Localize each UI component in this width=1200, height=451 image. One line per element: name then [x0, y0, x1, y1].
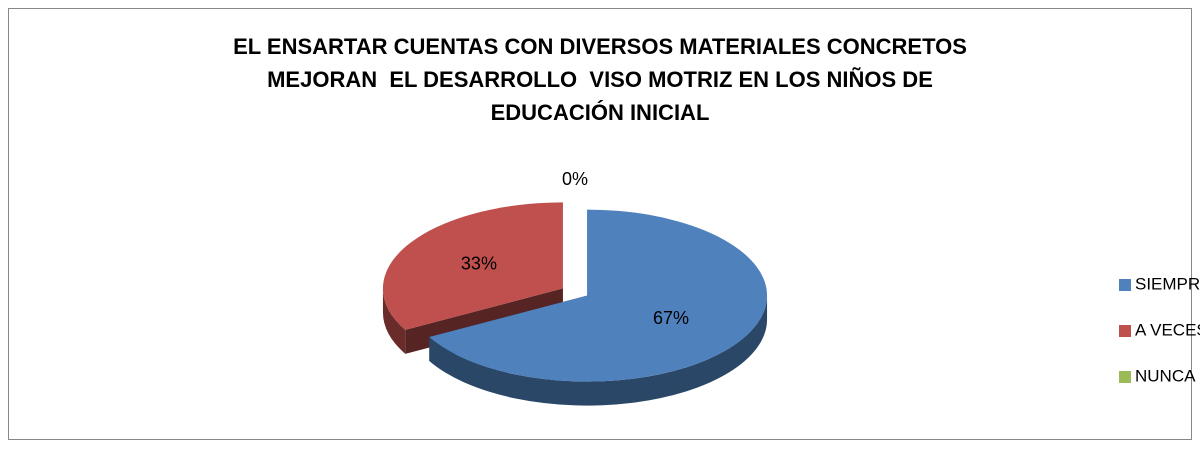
legend-label: SIEMPRE: [1135, 274, 1200, 293]
legend-swatch: [1119, 279, 1131, 291]
pie-slice: [429, 209, 768, 382]
slice-wall: [382, 288, 406, 354]
data-label: 67%: [653, 308, 689, 328]
legend-swatch: [1119, 325, 1131, 337]
chart-title-line: EL ENSARTAR CUENTAS CON DIVERSOS MATERIA…: [233, 34, 967, 59]
chart-title-line: MEJORAN EL DESARROLLO VISO MOTRIZ EN LOS…: [267, 67, 933, 92]
legend-swatch: [1119, 371, 1131, 383]
pie-slice: [382, 202, 563, 330]
chart-title-line: EDUCACIÓN INICIAL: [491, 100, 710, 125]
data-label: 33%: [461, 254, 497, 274]
legend-label: NUNCA: [1135, 366, 1196, 385]
data-label: 0%: [562, 169, 588, 189]
slice-wall: [429, 295, 768, 406]
legend-label: A VECES: [1135, 320, 1200, 339]
